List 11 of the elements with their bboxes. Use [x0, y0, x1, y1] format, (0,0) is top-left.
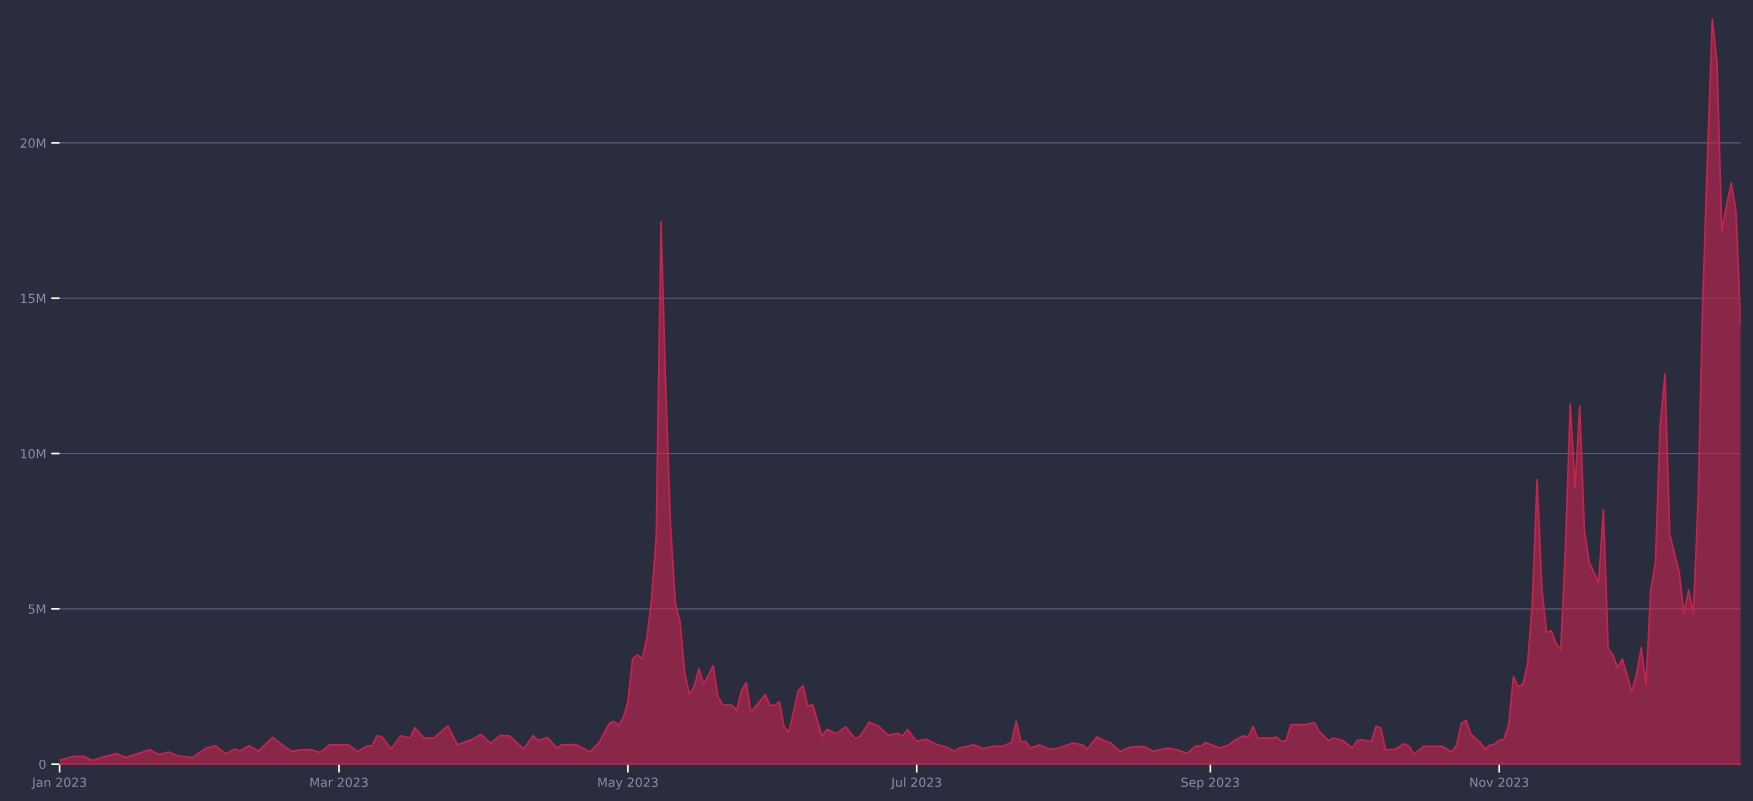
y-tick-label: 20M [20, 138, 46, 148]
x-tick-label: Jan 2023 [31, 777, 87, 790]
y-tick-label: 10M [21, 448, 46, 459]
x-tick-label: Sep 2023 [1181, 777, 1240, 790]
x-tick-label: Mar 2023 [310, 777, 368, 788]
y-tick-label: 0 [39, 759, 46, 770]
x-tick-label: Nov 2023 [1470, 777, 1529, 788]
y-tick-label: 15M [21, 293, 46, 304]
x-tick-label: Jul 2023 [890, 777, 942, 790]
x-tick-label: May 2023 [598, 777, 658, 790]
y-tick-label: 5M [28, 604, 46, 614]
